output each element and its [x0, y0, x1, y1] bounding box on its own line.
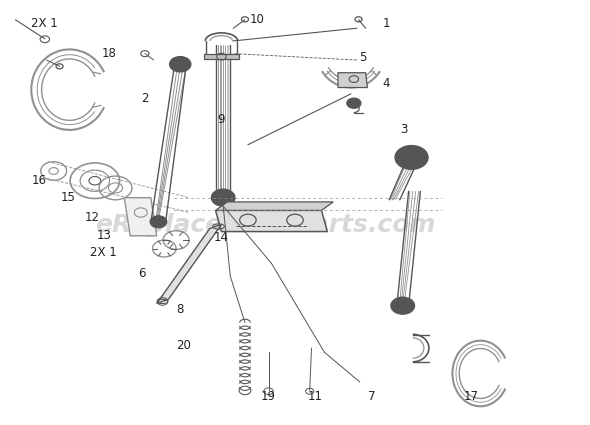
- Text: 18: 18: [102, 47, 117, 60]
- Text: 15: 15: [61, 191, 76, 204]
- Text: 9: 9: [218, 113, 225, 126]
- Text: 2: 2: [141, 92, 149, 105]
- Circle shape: [403, 151, 420, 164]
- Polygon shape: [215, 210, 327, 232]
- Circle shape: [347, 98, 361, 108]
- Text: 6: 6: [138, 267, 146, 280]
- Polygon shape: [124, 198, 157, 236]
- Text: 20: 20: [176, 340, 191, 352]
- Circle shape: [395, 146, 428, 169]
- Text: 7: 7: [368, 390, 375, 403]
- Text: 10: 10: [250, 13, 264, 26]
- Text: 2X 1: 2X 1: [90, 246, 117, 259]
- Text: 16: 16: [31, 174, 47, 187]
- Polygon shape: [338, 73, 368, 88]
- Circle shape: [150, 216, 167, 228]
- Polygon shape: [204, 54, 239, 59]
- Circle shape: [211, 189, 235, 206]
- Text: 19: 19: [261, 390, 276, 403]
- Text: 14: 14: [214, 232, 229, 244]
- Text: 3: 3: [400, 123, 408, 136]
- Text: 12: 12: [84, 211, 100, 224]
- Text: 1: 1: [382, 17, 390, 31]
- Text: 4: 4: [382, 77, 390, 90]
- Text: 13: 13: [96, 230, 111, 242]
- Text: 11: 11: [308, 390, 323, 403]
- Circle shape: [170, 57, 191, 72]
- Text: 2X 1: 2X 1: [31, 17, 58, 31]
- Polygon shape: [157, 224, 221, 303]
- Text: eReplacementParts.com: eReplacementParts.com: [96, 213, 436, 237]
- Text: 5: 5: [359, 51, 366, 64]
- Circle shape: [391, 297, 415, 314]
- Polygon shape: [215, 202, 333, 210]
- Text: 17: 17: [464, 390, 479, 403]
- Text: 8: 8: [176, 303, 184, 317]
